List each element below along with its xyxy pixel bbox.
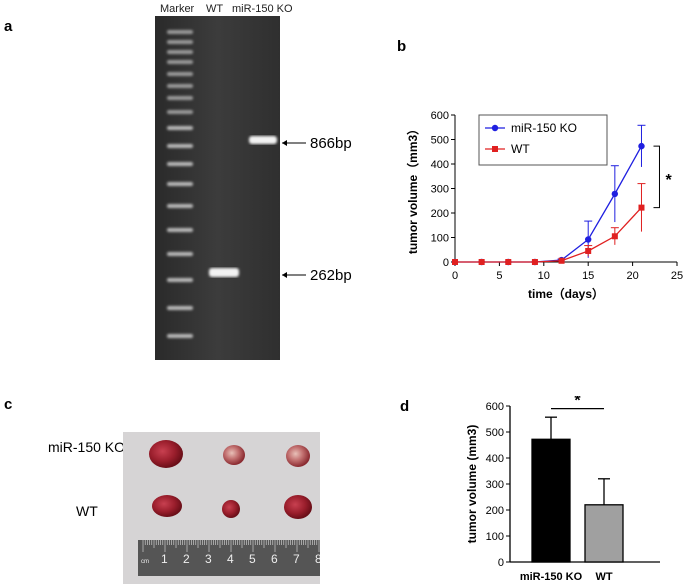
ruler-digit: 2 (183, 552, 190, 566)
ladder-band (167, 126, 193, 130)
y-tick-label: 100 (486, 531, 504, 543)
data-point (638, 142, 645, 150)
ruler (138, 540, 320, 576)
series-wt (452, 183, 646, 265)
ruler-digit: 4 (227, 552, 234, 566)
significance-star: * (574, 396, 581, 410)
ladder-band (167, 50, 193, 54)
data-point (505, 259, 512, 265)
ladder-band (167, 182, 193, 186)
panel-letter-d: d (400, 398, 410, 415)
band-wt-262 (209, 268, 239, 277)
bar (584, 504, 624, 563)
tumor-wt-2 (222, 500, 240, 518)
ladder-band (167, 30, 193, 34)
photo-row-label-wt: WT (76, 503, 98, 519)
y-tick-label: 0 (443, 257, 449, 269)
panel-letter-a: a (4, 18, 13, 35)
ladder-band (167, 72, 193, 76)
lane-label-marker: Marker (160, 3, 195, 15)
y-tick-label: 500 (431, 135, 449, 147)
ladder-band (167, 60, 193, 64)
data-point (585, 236, 592, 243)
y-tick-label: 600 (486, 401, 504, 413)
x-tick-label: 10 (538, 270, 550, 282)
ruler-digit: 3 (205, 552, 212, 566)
legend-entry: WT (511, 142, 530, 156)
y-tick-label: 400 (431, 159, 449, 171)
y-tick-label: 300 (431, 184, 449, 196)
gel-image (155, 16, 280, 360)
ruler-digit: 8 (315, 552, 320, 566)
ladder-band (167, 84, 193, 88)
x-tick-label: 15 (582, 270, 594, 282)
ruler-digit: 1 (161, 552, 168, 566)
x-axis-label: time（days） (528, 286, 604, 301)
data-point (452, 259, 458, 265)
tumor-wt-3 (284, 495, 312, 519)
bar-chart: 0 100 200 300 400 500 600 tumor volume (mm3) miR… (465, 396, 660, 583)
y-tick-label: 200 (486, 505, 504, 517)
x-tick-label: 0 (452, 270, 458, 282)
lane-label-wt: WT (206, 3, 224, 15)
data-point (558, 257, 565, 264)
x-tick-label: 20 (626, 270, 638, 282)
x-tick-label: 5 (496, 270, 502, 282)
category-label: WT (595, 571, 612, 583)
ladder-band (167, 162, 193, 166)
ladder-band (167, 252, 193, 256)
ladder-band (167, 278, 193, 282)
band-ko-866 (249, 136, 277, 144)
panel-letter-c: c (4, 396, 13, 413)
data-point (585, 247, 592, 254)
data-point (478, 259, 485, 265)
bar (531, 438, 571, 563)
lane-label-ko: miR-150 KO (232, 3, 293, 15)
y-tick-label: 600 (431, 110, 449, 122)
y-tick-label: 500 (486, 427, 504, 439)
photo-row-label-ko: miR-150 KO (48, 439, 126, 455)
y-tick-label: 200 (431, 208, 449, 220)
ladder-band (167, 204, 193, 208)
y-tick-label: 0 (498, 557, 504, 569)
ladder-band (167, 110, 193, 114)
band-arrows (282, 140, 306, 278)
tumor-ko-3 (286, 445, 310, 467)
data-point (611, 233, 618, 240)
panel-letter-b: b (397, 38, 407, 55)
category-label: miR-150 KO (520, 571, 583, 583)
y-tick-label: 300 (486, 479, 504, 491)
ladder-band (167, 306, 193, 310)
line-chart: 0 100 200 300 400 500 600 0 5 10 15 20 25 time（days） t… (405, 110, 683, 301)
y-tick-label: 100 (431, 233, 449, 245)
legend: miR-150 KO WT (478, 114, 608, 166)
significance-star: * (665, 172, 672, 189)
x-tick-label: 25 (671, 270, 683, 282)
tumor-wt-1 (152, 495, 182, 517)
ladder-band (167, 96, 193, 100)
y-axis-label: tumor volume (mm3) (465, 425, 479, 544)
ladder-band (167, 228, 193, 232)
band-label-866: 866bp (310, 135, 352, 152)
tumor-photo: cm 1 2 3 4 5 6 7 8 (123, 432, 320, 584)
ruler-digit: 7 (293, 552, 300, 566)
ladder-band (167, 334, 193, 338)
data-point (611, 190, 619, 198)
legend-entry: miR-150 KO (511, 121, 577, 135)
data-point (531, 259, 538, 265)
ruler-digit: cm (141, 559, 149, 565)
ladder-band (167, 40, 193, 44)
data-point (638, 204, 645, 211)
ruler-digit: 6 (271, 552, 278, 566)
tumor-ko-2 (223, 445, 245, 465)
y-axis-label: tumor volume（mm3） (405, 123, 420, 254)
ladder-band (167, 144, 193, 148)
band-label-262: 262bp (310, 267, 352, 284)
ruler-digit: 5 (249, 552, 256, 566)
tumor-ko-1 (149, 440, 183, 468)
y-tick-label: 400 (486, 453, 504, 465)
